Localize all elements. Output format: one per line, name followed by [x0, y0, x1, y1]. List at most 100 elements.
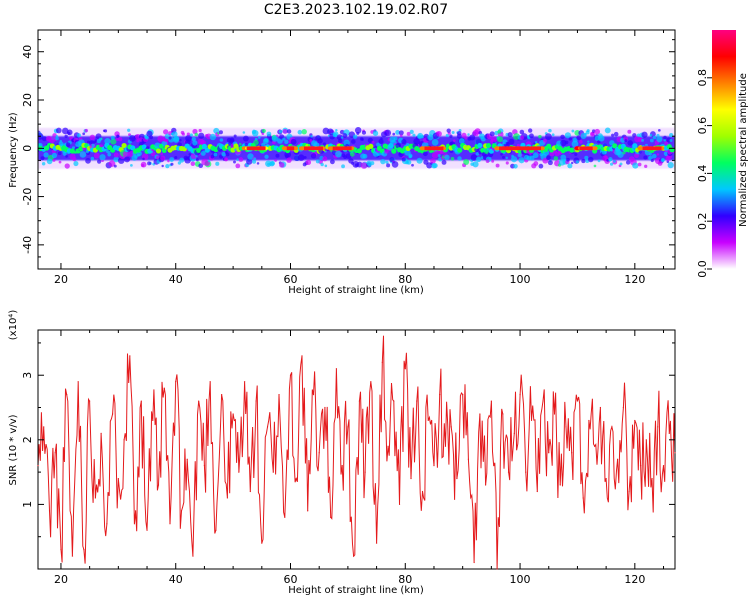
spectrogram-cell [360, 162, 368, 169]
colorbar-scale [712, 30, 736, 269]
x-tick-label: 100 [510, 273, 531, 286]
snr-point [588, 419, 590, 422]
snr-point [157, 484, 160, 486]
spectrogram-cell [124, 156, 131, 163]
spectrogram-cell [65, 142, 71, 148]
snr-point [462, 393, 464, 396]
colorbar-tick-label: 0.8 [696, 69, 709, 87]
spectrogram-cell [191, 136, 196, 142]
spectrogram-core-cell [155, 148, 162, 154]
spectrogram-core-cell [141, 144, 147, 150]
spectrogram-cell [431, 139, 439, 146]
spectrogram-cell [335, 150, 342, 158]
spectrogram-cell [322, 142, 326, 146]
spectrogram-cell [297, 154, 305, 161]
spectrogram-cell [619, 162, 623, 166]
spectrogram-core-cell [196, 147, 202, 153]
snr-point [266, 426, 269, 428]
spectrogram-cell [463, 159, 470, 165]
spectrogram-cell [386, 163, 391, 168]
spectrogram-cell [286, 129, 292, 134]
spectrogram-core-cell [121, 143, 127, 149]
spectrogram-cell [656, 136, 663, 143]
spectrogram-cell [108, 160, 116, 167]
spectrogram-cell [163, 129, 169, 135]
spectrogram-cell [431, 162, 437, 169]
spectrogram-cell [282, 128, 288, 134]
spectrogram-cell [634, 153, 639, 159]
spectrogram-cell [529, 133, 534, 139]
y-tick-label: 0 [21, 145, 34, 152]
spectrogram-cell [261, 142, 266, 148]
spectrogram-cell [597, 159, 601, 163]
spectrogram-cell [110, 135, 115, 140]
spectrogram-cell [170, 162, 174, 166]
spectrogram-cell [469, 134, 476, 141]
spectrogram-cell [185, 139, 191, 145]
snr-point [645, 439, 647, 441]
spectrogram-cell [588, 156, 594, 163]
spectrogram-cell [192, 140, 198, 146]
spectrogram-cell [625, 160, 631, 165]
snr-x-ticks: 20 40 60 80 100 120 [54, 330, 665, 586]
spectrogram-cell [72, 157, 77, 162]
y-tick-label: 1 [21, 501, 34, 508]
spectrogram-cell [591, 132, 595, 136]
spectrogram-cell [669, 139, 673, 142]
spectrogram-cell [444, 154, 450, 160]
spectrogram-cell [441, 159, 447, 165]
snr-point [243, 381, 246, 383]
snr-point [77, 381, 79, 383]
spectrogram-cell [632, 133, 637, 138]
spectrogram-cell [538, 134, 542, 139]
snr-point [89, 400, 91, 402]
spectrogram-cell [82, 132, 86, 136]
spectrogram-cell [315, 159, 320, 164]
spectrogram-cell [495, 163, 500, 168]
spectrogram-cell [98, 137, 103, 141]
snr-point [651, 477, 653, 480]
spectrogram-cell [604, 127, 611, 134]
spectrogram-cell [663, 135, 667, 140]
spectrogram-cell [594, 128, 601, 135]
spectrogram-peak-cell [591, 146, 598, 151]
spectrogram-cell [399, 134, 403, 137]
spectrogram-cell [359, 137, 364, 141]
spectrogram-cell [256, 162, 260, 165]
snr-point [226, 497, 228, 499]
spectrogram-panel: 20 40 60 80 100 120 40 20 0 -20 -40 Height of str… [8, 29, 676, 296]
snr-point [507, 471, 510, 473]
spectrogram-cell [324, 164, 328, 168]
spectrogram-cell [371, 140, 375, 144]
spectrogram-cell [113, 164, 117, 168]
spectrogram-core-cell [201, 143, 208, 149]
spectrogram-cell [538, 163, 544, 169]
x-tick-label: 40 [169, 273, 183, 286]
spectrogram-cell [665, 155, 671, 161]
spectrogram-cell [257, 136, 261, 139]
spectrogram-cell [150, 150, 153, 154]
colorbar-tick-label: 0.0 [696, 260, 709, 278]
x-tick-label: 100 [510, 573, 531, 586]
spectrogram-cell [586, 129, 590, 133]
snr-point [312, 393, 315, 396]
spectrogram-peak [303, 146, 323, 151]
spectrogram-cell [392, 132, 396, 136]
spectrogram-cell [632, 162, 639, 169]
spectrogram-cell [508, 138, 515, 145]
spectrogram-cell [551, 133, 555, 137]
spectrogram-peak [424, 146, 444, 151]
spectrogram-x-label: Height of straight line (km) [288, 285, 424, 296]
spectrogram-cell [398, 130, 404, 136]
snr-point [100, 432, 102, 434]
snr-point [617, 458, 619, 460]
spectrogram-cell [329, 159, 335, 165]
spectrogram-cell [656, 133, 660, 137]
snr-point [112, 413, 114, 415]
snr-point [180, 510, 183, 512]
spectrogram-cell [408, 155, 412, 159]
snr-point [324, 406, 326, 409]
spectrogram-cell [519, 135, 525, 140]
spectrogram-cell [505, 156, 509, 160]
spectrogram-cell [229, 137, 235, 143]
